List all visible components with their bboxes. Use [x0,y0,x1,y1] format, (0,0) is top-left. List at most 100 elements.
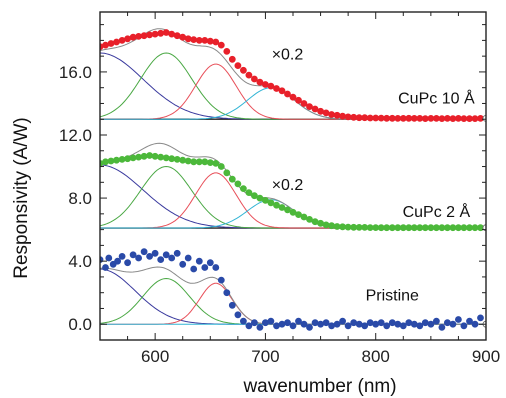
data-point [151,249,159,257]
data-point [140,32,148,40]
data-point [432,317,440,325]
data-point [245,71,253,79]
panel-0 [100,28,486,122]
data-point [223,48,231,55]
data-point [421,224,429,232]
data-point [212,159,220,167]
plot-content [100,28,486,331]
data-point [317,219,325,227]
data-point [383,114,391,122]
data-point [228,55,236,63]
data-point [278,87,286,95]
data-point [201,158,209,166]
fit-component-2-1 [100,277,486,325]
data-point [151,152,159,160]
data-point [311,218,319,226]
data-point [250,319,258,327]
annotation-label: ×0.2 [272,46,304,63]
data-point [113,38,120,46]
data-point [466,317,473,325]
data-point [107,157,115,165]
data-point [372,114,380,122]
y-axis-label: Responsivity (A/W) [11,117,32,279]
data-point [129,154,137,162]
data-point [173,249,181,257]
data-point [102,41,109,49]
data-point [140,248,148,256]
data-point [438,115,446,122]
data-point [190,265,198,273]
data-point [333,223,341,230]
panel-1 [100,142,486,232]
data-point [361,114,369,122]
data-point [449,320,457,328]
data-point [206,159,214,167]
data-point [129,33,137,41]
data-point [344,113,352,121]
y-tick-label: 12.0 [59,126,92,145]
data-point [350,113,358,121]
data-point [157,256,165,264]
x-tick-label: 600 [141,347,169,366]
data-point [273,85,280,92]
data-point [118,37,126,44]
data-point [405,114,413,122]
data-point [217,41,225,49]
data-point [261,319,269,327]
data-point [377,319,385,327]
data-point [317,320,325,328]
data-point [339,223,347,231]
data-point [383,224,391,232]
data-point [311,319,319,327]
data-point [267,82,275,90]
axes-layer: 600 700 800 900 0.0 4.0 8.0 12.0 16.0 ×0.2 ×0.2 CuP… [59,11,500,366]
data-point [328,222,336,230]
data-point [190,158,198,166]
data-point [157,29,165,37]
data-point [261,81,269,88]
data-point [322,221,330,229]
data-point [328,111,336,118]
data-point [344,322,352,330]
data-point [157,153,165,161]
data-point [245,322,253,330]
data-point [223,289,231,297]
data-point [129,251,137,259]
data-point [399,115,407,122]
data-point [234,311,242,319]
data-point [399,322,407,330]
y-tick-label: 0.0 [68,315,92,334]
data-point [212,38,220,46]
data-point [460,115,468,122]
data-point [135,153,143,161]
data-point [267,199,275,207]
data-point [295,96,302,104]
data-point [295,317,302,325]
data-point [278,204,286,211]
data-point [168,30,176,38]
data-point [261,196,269,204]
data-point [438,323,446,331]
data-point [295,211,302,219]
data-point [289,322,297,330]
data-point [124,259,131,267]
data-point [113,156,120,164]
data-point [146,31,154,39]
data-point [201,37,209,44]
data-point [432,115,440,122]
data-point [311,105,319,113]
data-point [184,35,192,43]
data-point [421,319,429,327]
data-point [394,320,402,328]
data-point [250,75,258,83]
data-point [107,40,115,47]
data-point [388,319,396,327]
fit-component-2-2 [100,282,486,325]
data-point [228,301,236,309]
annotation-label: CuPc 2 Å [403,202,471,221]
data-point [151,30,159,38]
data-point [284,319,291,327]
data-point [361,322,369,330]
data-point [289,208,297,216]
data-point [173,155,181,163]
